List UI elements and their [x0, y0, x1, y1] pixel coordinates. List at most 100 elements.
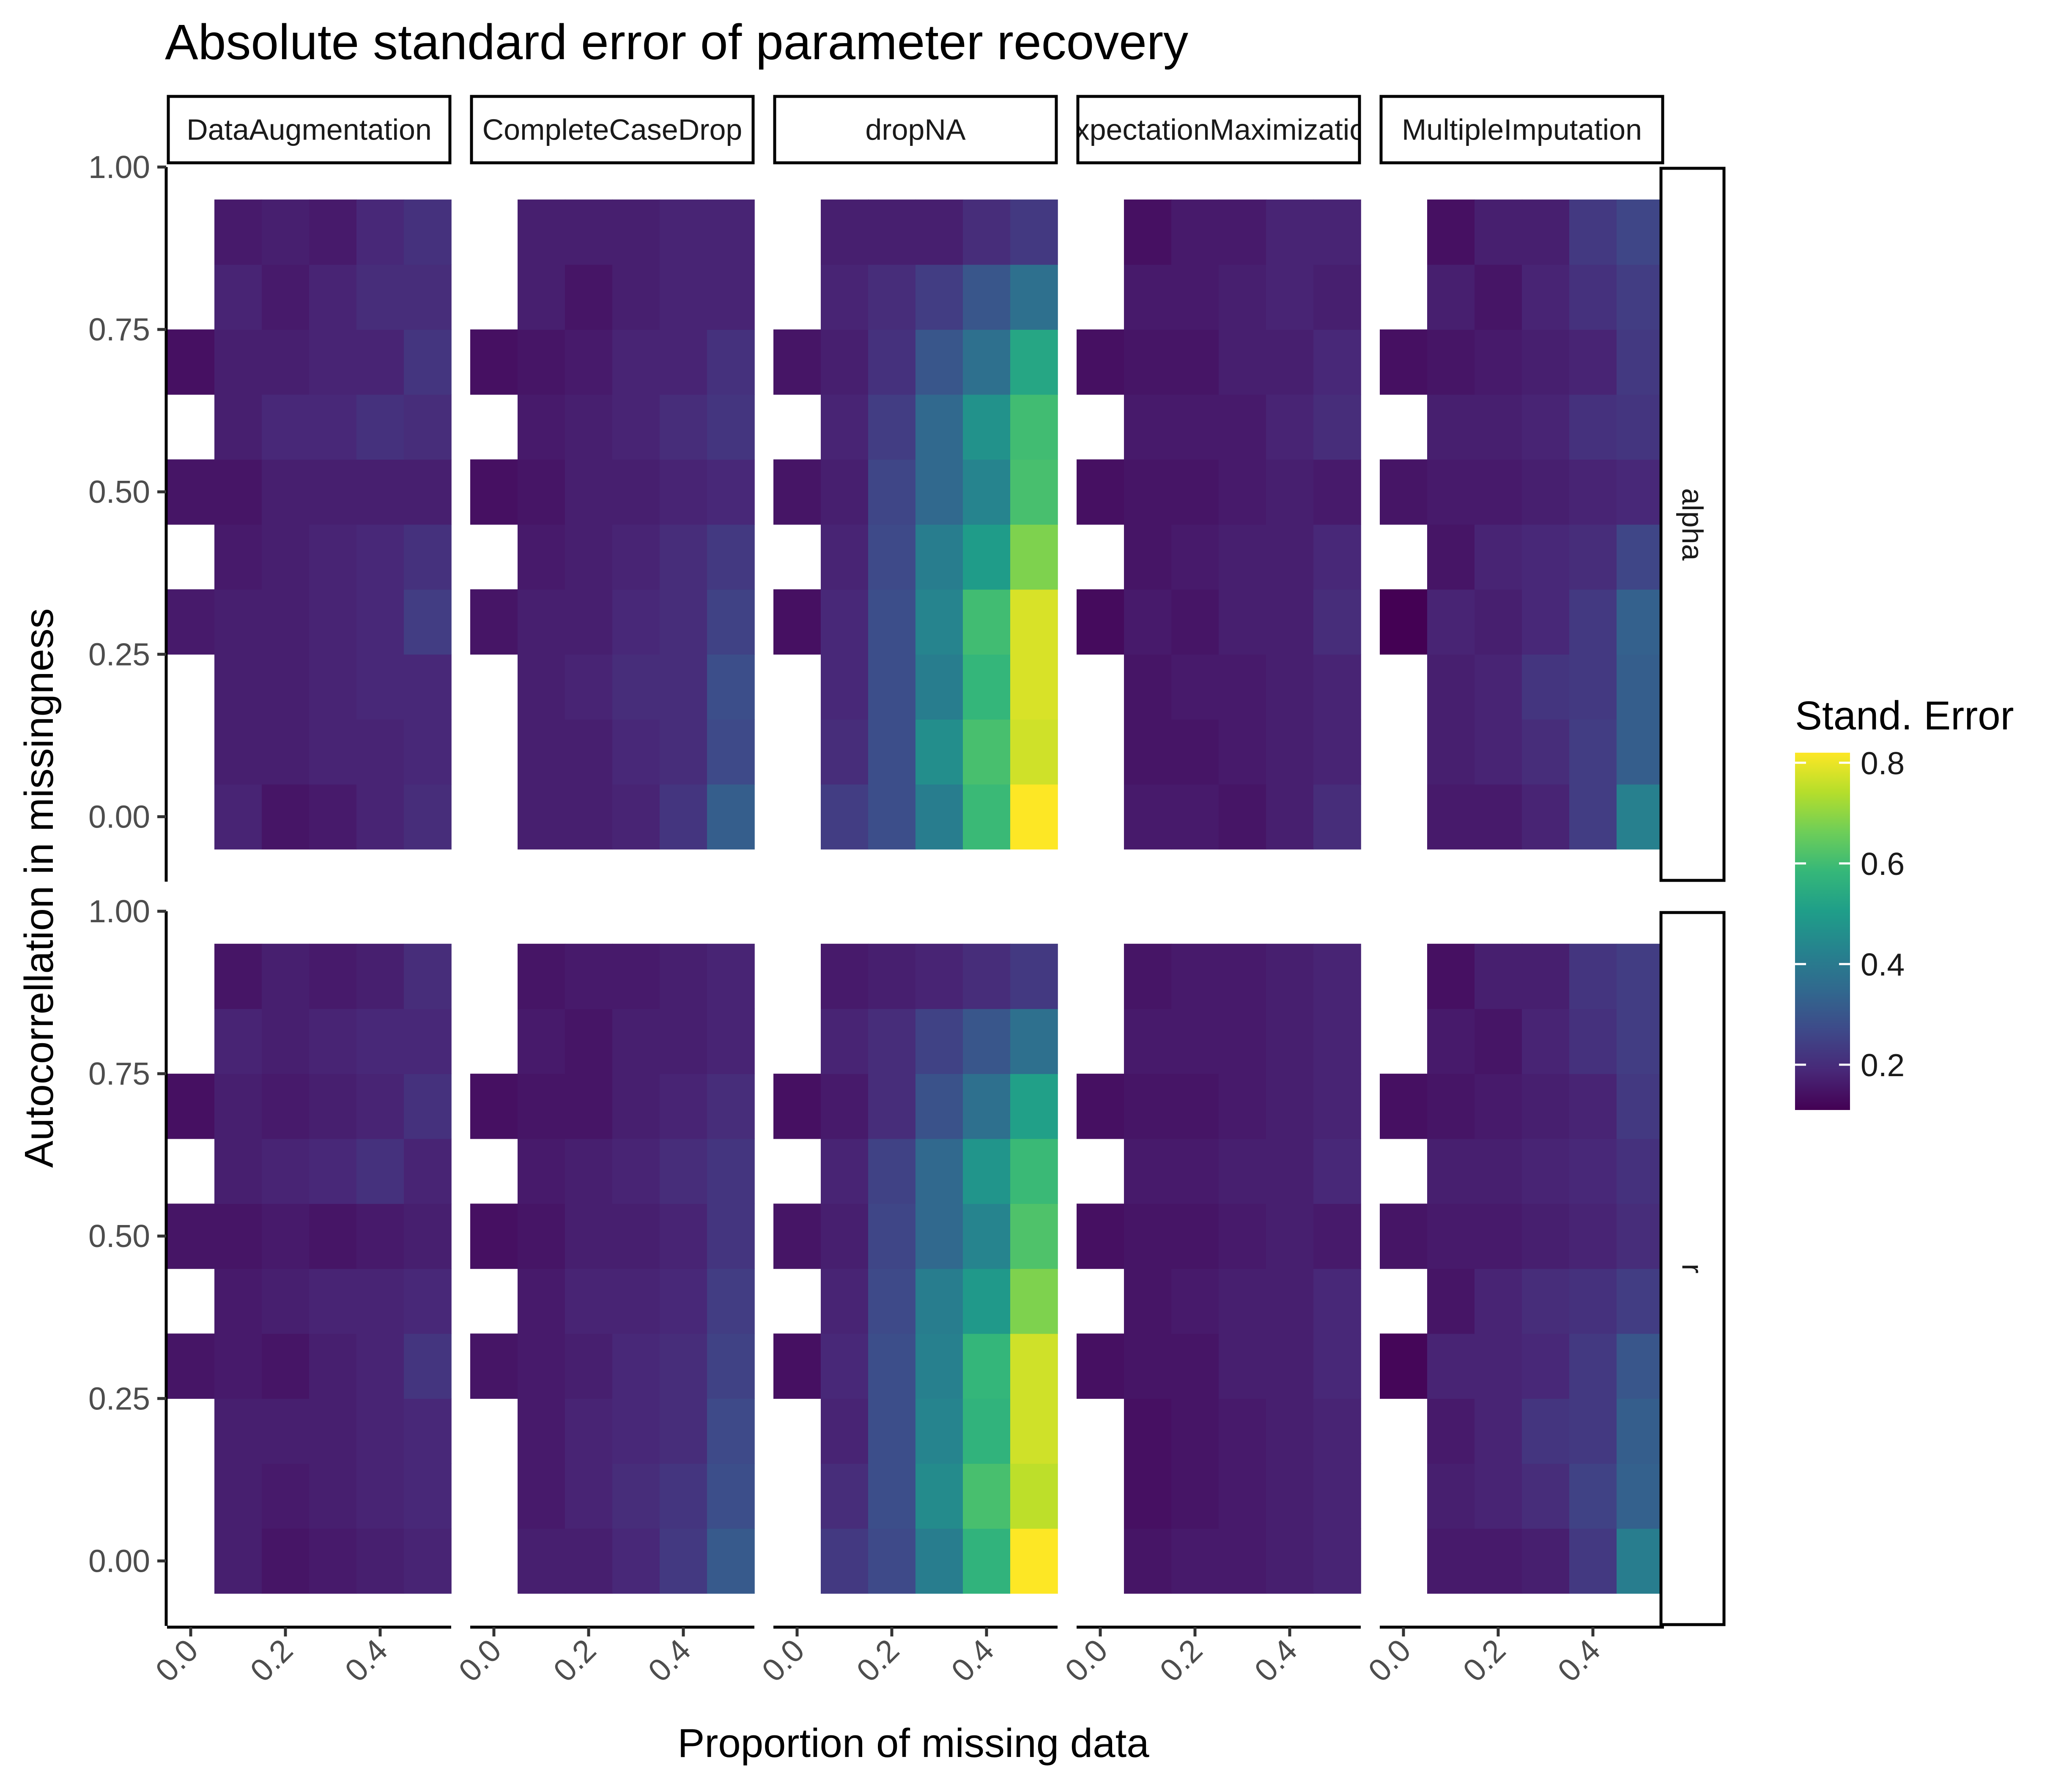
heatmap-cell: [963, 1138, 1011, 1204]
heatmap-cell: [1522, 1333, 1570, 1399]
heatmap-cell: [1427, 1203, 1475, 1269]
heatmap-cell: [660, 1138, 707, 1204]
heatmap-cell: [404, 264, 452, 330]
heatmap-cell: [660, 1398, 707, 1464]
heatmap-cell: [821, 199, 869, 265]
heatmap-cell: [356, 1333, 404, 1399]
heatmap-cell: [1475, 1203, 1522, 1269]
heatmap-cell: [1124, 1528, 1172, 1594]
heatmap-cell: [1522, 329, 1570, 395]
heatmap-cell: [915, 199, 963, 265]
heatmap-cell: [1010, 1074, 1058, 1139]
heatmap-cell: [262, 524, 310, 590]
heatmap-cell: [1171, 1138, 1219, 1204]
heatmap-cell: [868, 589, 916, 655]
heatmap-cell: [915, 524, 963, 590]
heatmap-cell: [404, 394, 452, 460]
heatmap-cell: [309, 1203, 357, 1269]
heatmap-cell: [309, 524, 357, 590]
heatmap-cell: [404, 784, 452, 850]
heatmap-cell: [915, 394, 963, 460]
heatmap-cell: [262, 199, 310, 265]
heatmap-cell: [404, 1269, 452, 1334]
panel-dropna-r: [773, 943, 1058, 1594]
heatmap-cell: [660, 943, 707, 1009]
heatmap-cell: [963, 1074, 1011, 1139]
heatmap-cell: [660, 1528, 707, 1594]
heatmap-cell: [915, 1463, 963, 1529]
heatmap-cell: [356, 199, 404, 265]
heatmap-cell: [1617, 1269, 1664, 1334]
heatmap-cell: [915, 784, 963, 850]
heatmap-cell: [404, 1203, 452, 1269]
heatmap-cell: [821, 1138, 869, 1204]
heatmap-cell: [1266, 1269, 1314, 1334]
heatmap-cell: [1124, 1333, 1172, 1399]
heatmap-cell: [404, 589, 452, 655]
heatmap-cell: [1313, 329, 1361, 395]
heatmap-cell: [518, 264, 565, 330]
heatmap-cell: [1010, 1203, 1058, 1269]
heatmap-cell: [1124, 784, 1172, 850]
heatmap-cell: [1475, 589, 1522, 655]
heatmap-cell: [1313, 264, 1361, 330]
heatmap-cell: [1427, 199, 1475, 265]
heatmap-cell: [1475, 784, 1522, 850]
panel-multipleimputation-alpha: [1380, 199, 1664, 850]
heatmap-cell: [707, 1203, 755, 1269]
heatmap-cell: [1313, 524, 1361, 590]
heatmap-cell: [868, 784, 916, 850]
heatmap-cell: [1313, 1398, 1361, 1464]
heatmap-cell: [1124, 199, 1172, 265]
heatmap-cell: [1171, 524, 1219, 590]
heatmap-cell: [1522, 589, 1570, 655]
heatmap-cell: [1219, 329, 1266, 395]
heatmap-cell: [915, 1333, 963, 1399]
heatmap-cell: [1475, 1528, 1522, 1594]
heatmap-cell: [1569, 1074, 1617, 1139]
heatmap-cell: [1219, 199, 1266, 265]
y-tick-label: 0.00: [88, 799, 150, 834]
heatmap-cell: [1171, 1203, 1219, 1269]
heatmap-cell: [915, 1528, 963, 1594]
heatmap-cell: [1380, 329, 1428, 395]
heatmap-cell: [214, 1269, 262, 1334]
heatmap-cell: [262, 264, 310, 330]
heatmap-cell: [868, 264, 916, 330]
heatmap-cell: [707, 589, 755, 655]
heatmap-cell: [660, 1463, 707, 1529]
heatmap-cell: [1010, 1528, 1058, 1594]
heatmap-cell: [1522, 394, 1570, 460]
heatmap-cell: [707, 524, 755, 590]
heatmap-cell: [1266, 784, 1314, 850]
heatmap-cell: [356, 1398, 404, 1464]
heatmap-cell: [309, 329, 357, 395]
heatmap-cell: [1427, 719, 1475, 785]
heatmap-cell: [868, 1009, 916, 1074]
heatmap-cell: [612, 719, 660, 785]
heatmap-cell: [915, 1009, 963, 1074]
heatmap-cell: [309, 1269, 357, 1334]
y-tick-label: 0.25: [88, 636, 150, 672]
heatmap-cell: [1124, 1269, 1172, 1334]
heatmap-cell: [1313, 1074, 1361, 1139]
strip-label: DataAugmentation: [186, 113, 432, 146]
heatmap-cell: [868, 1528, 916, 1594]
heatmap-cell: [1010, 329, 1058, 395]
heatmap-cell: [660, 459, 707, 525]
heatmap-cell: [1219, 589, 1266, 655]
heatmap-cell: [707, 1074, 755, 1139]
panel-multipleimputation-r: [1380, 943, 1664, 1594]
heatmap-cell: [868, 524, 916, 590]
heatmap-cell: [262, 1138, 310, 1204]
heatmap-cell: [1171, 589, 1219, 655]
heatmap-cell: [309, 1398, 357, 1464]
heatmap-cell: [1171, 1074, 1219, 1139]
heatmap-cell: [660, 1203, 707, 1269]
heatmap-cell: [1569, 459, 1617, 525]
heatmap-cell: [309, 394, 357, 460]
heatmap-cell: [309, 943, 357, 1009]
heatmap-cell: [1475, 394, 1522, 460]
heatmap-cell: [309, 1333, 357, 1399]
